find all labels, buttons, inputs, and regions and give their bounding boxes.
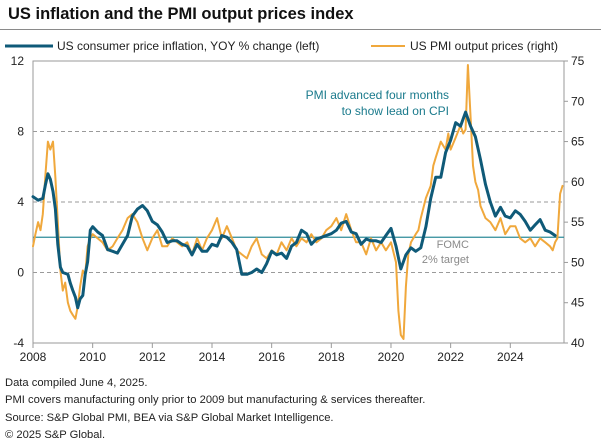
y-right-tick-label: 55 bbox=[571, 215, 585, 229]
title-divider bbox=[0, 29, 601, 30]
y-right-tick-label: 60 bbox=[571, 175, 585, 189]
y-right-tick-label: 70 bbox=[571, 94, 585, 108]
y-right-tick-label: 75 bbox=[571, 54, 585, 68]
legend-label-pmi: US PMI output prices (right) bbox=[410, 39, 558, 53]
y-left-tick-label: 4 bbox=[17, 195, 24, 209]
annotations: PMI advanced four months to show lead on… bbox=[306, 88, 469, 266]
legend: US consumer price inflation, YOY % chang… bbox=[5, 39, 558, 53]
x-tick-label: 2016 bbox=[258, 350, 285, 364]
annotation-line-1: PMI advanced four months bbox=[306, 88, 449, 102]
footer-source: Source: S&P Global PMI, BEA via S&P Glob… bbox=[5, 411, 334, 424]
footer-coverage-note: PMI covers manufacturing only prior to 2… bbox=[5, 394, 426, 407]
annotation-line-2: to show lead on CPI bbox=[342, 104, 449, 118]
y-right-tick-label: 45 bbox=[571, 296, 585, 310]
series-layer bbox=[31, 64, 564, 340]
x-tick-label: 2020 bbox=[378, 350, 405, 364]
x-tick-label: 2012 bbox=[139, 350, 166, 364]
reference-label-line-1: FOMC bbox=[437, 239, 469, 251]
chart-axes: 2008 2010 2012 2014 2016 2018 2020 2022 2024 -4 0 4… bbox=[11, 54, 585, 364]
y-right-tick-label: 40 bbox=[571, 336, 585, 350]
series-line-cpi bbox=[31, 110, 557, 310]
reference-label-line-2: 2% target bbox=[422, 254, 469, 266]
x-tick-label: 2010 bbox=[79, 350, 106, 364]
y-right-tick-label: 50 bbox=[571, 255, 585, 269]
x-tick-label: 2008 bbox=[20, 350, 47, 364]
y-left-tick-label: 12 bbox=[11, 54, 25, 68]
legend-label-cpi: US consumer price inflation, YOY % chang… bbox=[57, 39, 319, 53]
x-tick-label: 2022 bbox=[437, 350, 464, 364]
y-left-tick-label: -4 bbox=[13, 336, 24, 350]
x-tick-label: 2018 bbox=[318, 350, 345, 364]
footer-notes: Data compiled June 4, 2025. PMI covers m… bbox=[5, 375, 425, 445]
y-left-tick-label: 8 bbox=[17, 125, 24, 139]
x-tick-label: 2024 bbox=[497, 350, 524, 364]
chart-title: US inflation and the PMI output prices i… bbox=[8, 5, 354, 23]
x-tick-label: 2014 bbox=[199, 350, 226, 364]
footer-data-date: Data compiled June 4, 2025. bbox=[5, 377, 148, 389]
footer-copyright: © 2025 S&P Global. bbox=[5, 429, 106, 442]
y-left-tick-label: 0 bbox=[17, 266, 24, 280]
y-right-tick-label: 65 bbox=[571, 135, 585, 149]
